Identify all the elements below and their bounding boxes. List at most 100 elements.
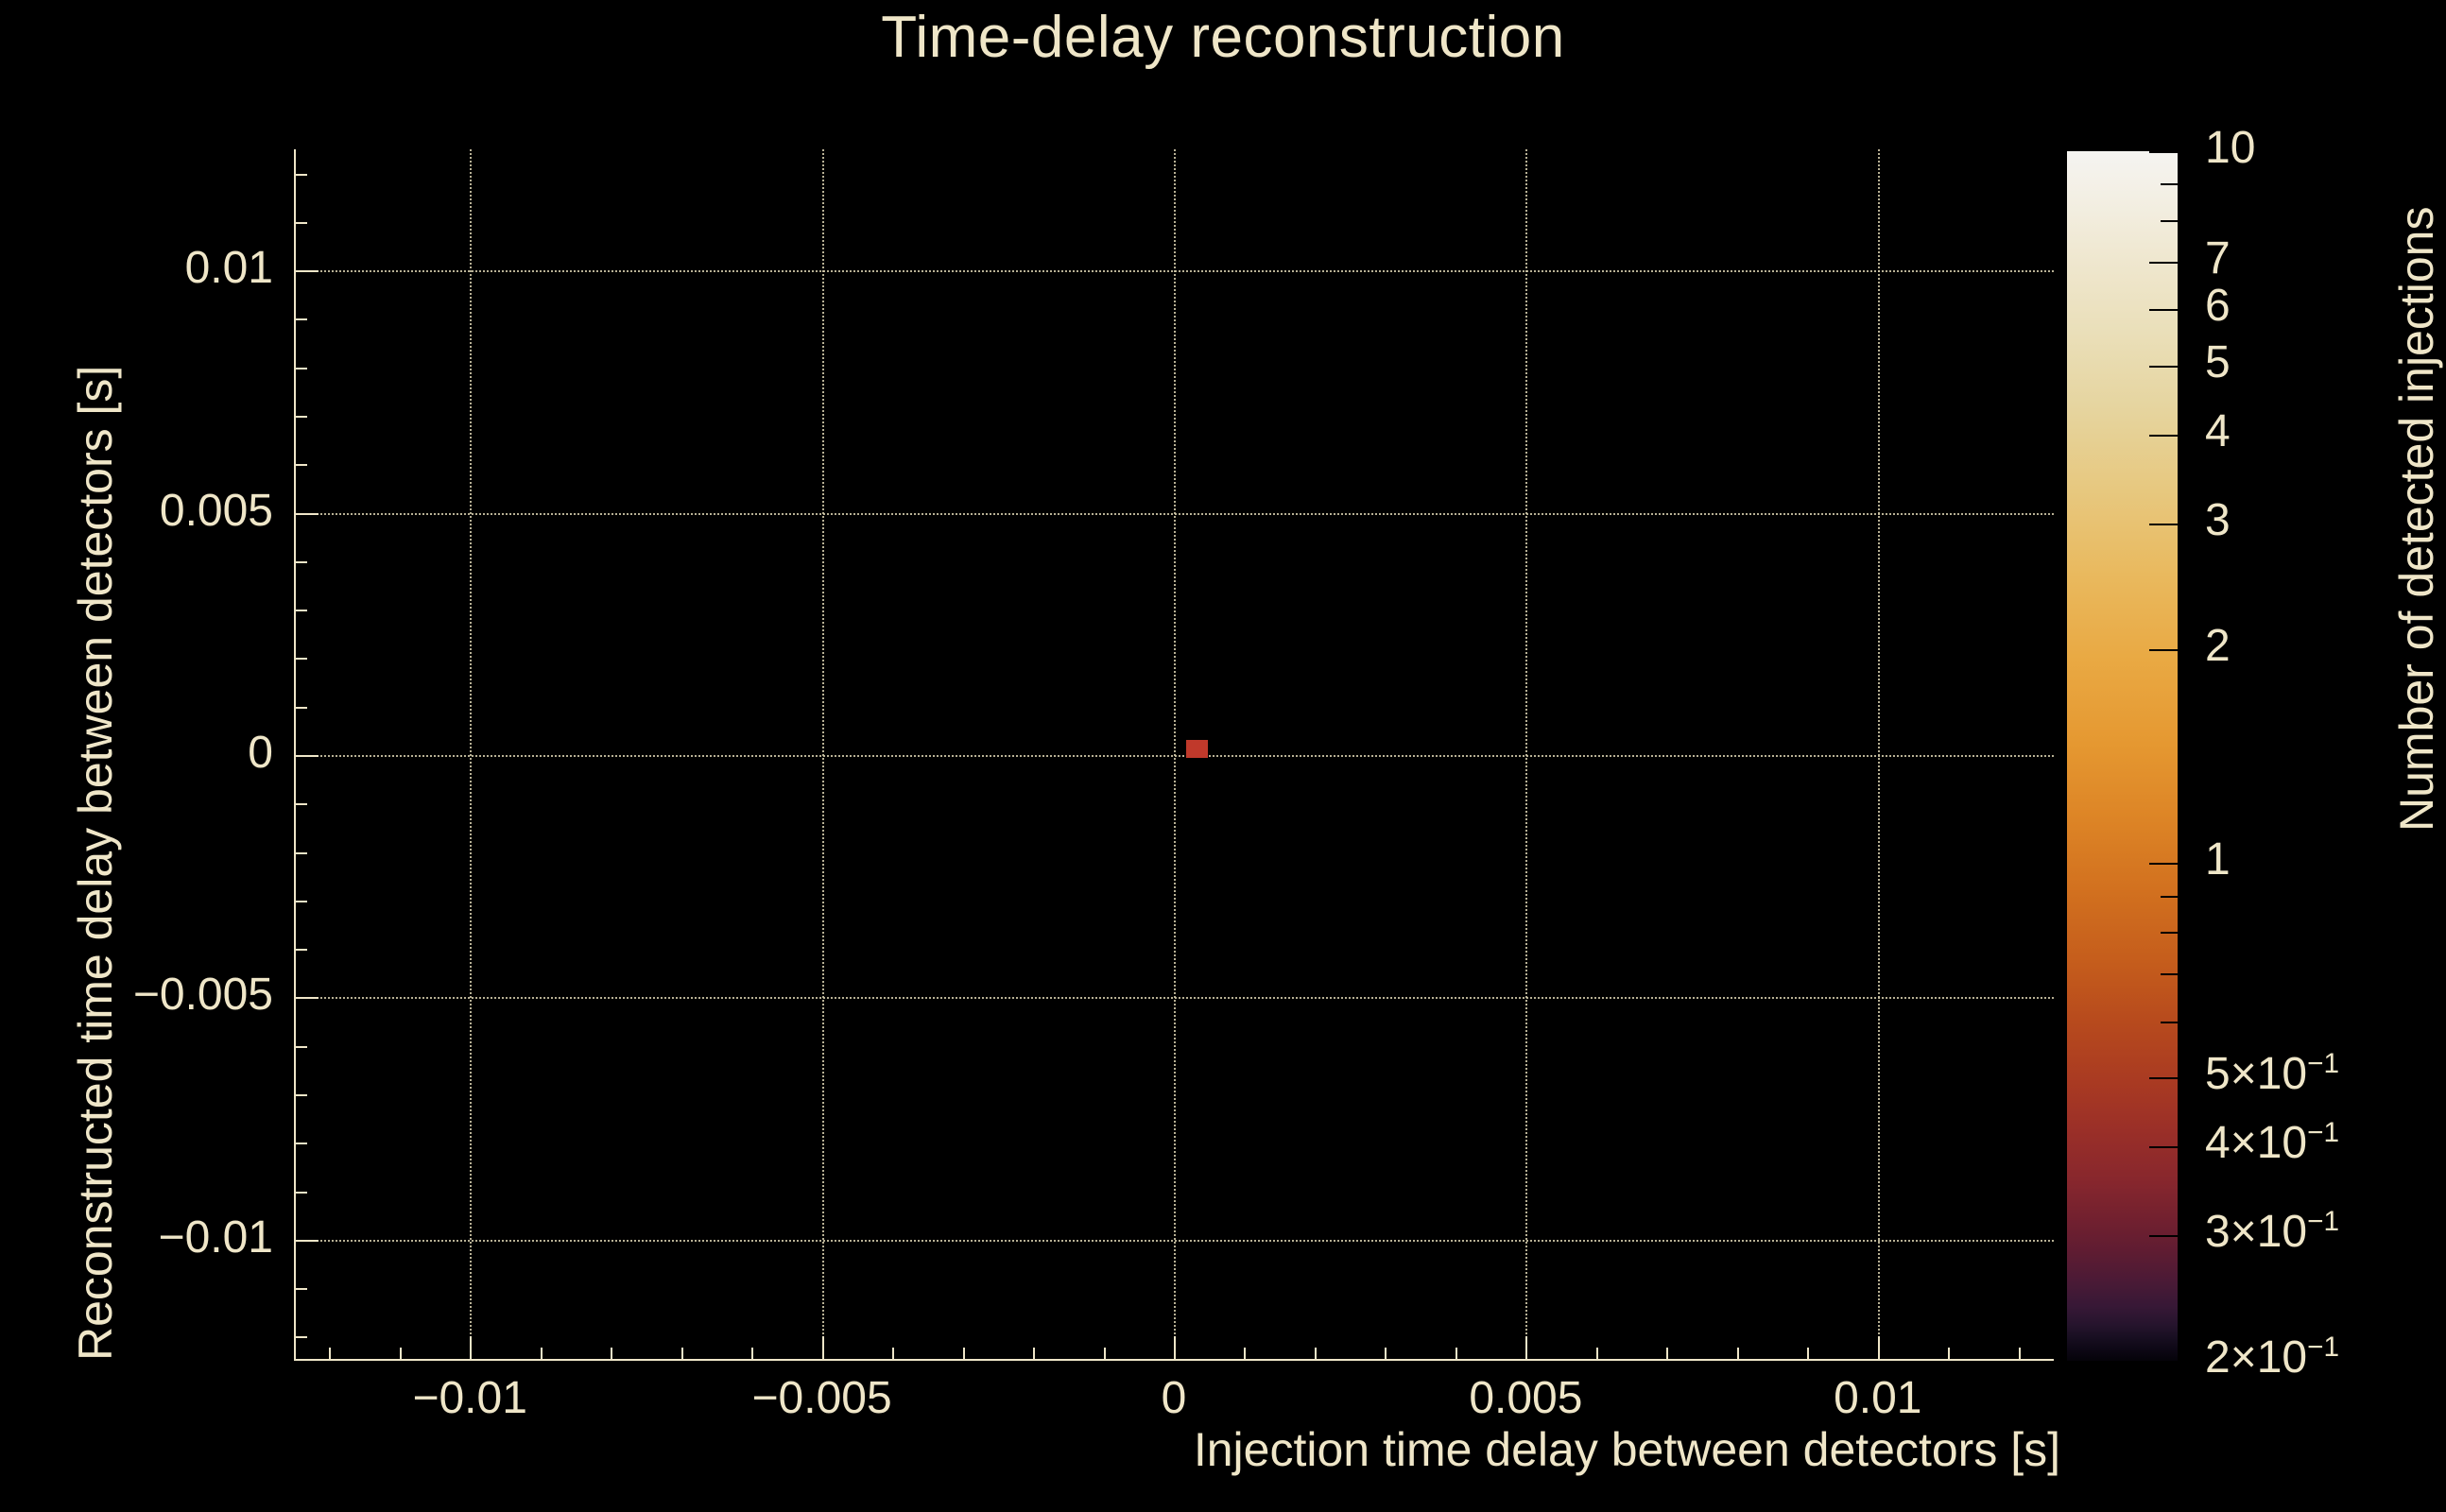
x-tick-label: 0.005 bbox=[1469, 1373, 1583, 1423]
colorbar-tick-label: 4×10−1 bbox=[2205, 1117, 2340, 1169]
colorbar-tick bbox=[2149, 309, 2178, 312]
colorbar-tick-minor bbox=[2161, 932, 2178, 935]
heatmap-cell bbox=[1186, 739, 1209, 758]
y-tick-major bbox=[294, 270, 319, 273]
y-tick-label: −0.01 bbox=[158, 1211, 273, 1263]
colorbar-title: Number of detected injections bbox=[2390, 206, 2443, 832]
x-tick-minor bbox=[399, 1348, 402, 1361]
y-tick-minor bbox=[294, 318, 307, 321]
y-tick-minor bbox=[294, 1143, 307, 1145]
x-tick-minor bbox=[751, 1348, 754, 1361]
colorbar-tick bbox=[2149, 863, 2178, 866]
y-tick-label: 0 bbox=[248, 728, 273, 778]
gridline-horizontal bbox=[294, 755, 2054, 757]
colorbar-tick bbox=[2149, 151, 2178, 153]
x-tick-major bbox=[1174, 1336, 1176, 1361]
y-axis-title: Reconstructed time delay between detecto… bbox=[69, 365, 122, 1361]
colorbar bbox=[2067, 151, 2178, 1363]
colorbar-tick-minor bbox=[2161, 1021, 2178, 1023]
x-tick-minor bbox=[962, 1348, 965, 1361]
colorbar-tick bbox=[2149, 365, 2178, 368]
colorbar-tick-minor bbox=[2161, 220, 2178, 222]
colorbar-tick-minor bbox=[2161, 183, 2178, 186]
x-tick-minor bbox=[1948, 1348, 1951, 1361]
y-tick-minor bbox=[294, 900, 307, 902]
y-tick-minor bbox=[294, 1045, 307, 1048]
gridline-horizontal bbox=[294, 270, 2054, 273]
y-tick-minor bbox=[294, 658, 307, 661]
colorbar-tick-minor bbox=[2161, 973, 2178, 976]
y-tick-minor bbox=[294, 803, 307, 806]
x-tick-label: −0.01 bbox=[412, 1373, 527, 1423]
y-tick-label: 0.005 bbox=[159, 485, 273, 536]
colorbar-tick-label: 2 bbox=[2205, 620, 2231, 671]
y-tick-minor bbox=[294, 367, 307, 369]
x-tick-label: 0.01 bbox=[1834, 1373, 1922, 1423]
y-tick-minor bbox=[294, 1093, 307, 1096]
colorbar-tick-label: 6 bbox=[2205, 281, 2231, 332]
x-tick-minor bbox=[1807, 1348, 1810, 1361]
x-tick-minor bbox=[1595, 1348, 1598, 1361]
x-tick-label: 0 bbox=[1161, 1373, 1187, 1423]
y-tick-label: −0.005 bbox=[132, 970, 273, 1021]
x-tick-minor bbox=[1103, 1348, 1106, 1361]
colorbar-tick-label: 3 bbox=[2205, 494, 2231, 545]
colorbar-tick bbox=[2149, 1361, 2178, 1363]
colorbar-tick-label: 10 bbox=[2205, 123, 2256, 173]
x-tick-minor bbox=[1033, 1348, 1036, 1361]
x-axis-title: Injection time delay between detectors [… bbox=[1193, 1423, 2060, 1476]
plot-area bbox=[294, 149, 2054, 1361]
x-tick-minor bbox=[892, 1348, 895, 1361]
y-tick-minor bbox=[294, 560, 307, 563]
x-tick-minor bbox=[1314, 1348, 1317, 1361]
y-tick-minor bbox=[294, 464, 307, 467]
x-tick-minor bbox=[1736, 1348, 1739, 1361]
y-tick-minor bbox=[294, 706, 307, 709]
x-tick-major bbox=[821, 1336, 824, 1361]
y-tick-major bbox=[294, 1239, 319, 1242]
colorbar-tick-minor bbox=[2161, 895, 2178, 898]
colorbar-tick bbox=[2149, 1235, 2178, 1238]
x-tick-minor bbox=[611, 1348, 613, 1361]
y-tick-minor bbox=[294, 1288, 307, 1291]
x-tick-major bbox=[470, 1336, 473, 1361]
x-tick-major bbox=[1877, 1336, 1880, 1361]
colorbar-tick-label: 1 bbox=[2205, 834, 2231, 885]
y-tick-major bbox=[294, 512, 319, 515]
colorbar-tick bbox=[2149, 434, 2178, 437]
colorbar-tick-label: 4 bbox=[2205, 405, 2231, 456]
colorbar-tick bbox=[2149, 1146, 2178, 1149]
y-tick-minor bbox=[294, 949, 307, 952]
x-tick-minor bbox=[680, 1348, 683, 1361]
y-tick-label: 0.01 bbox=[184, 243, 273, 294]
colorbar-tick-label: 5 bbox=[2205, 336, 2231, 387]
x-tick-minor bbox=[540, 1348, 543, 1361]
colorbar-tick-label: 5×10−1 bbox=[2205, 1048, 2340, 1100]
colorbar-tick bbox=[2149, 523, 2178, 525]
gridline-horizontal bbox=[294, 1239, 2054, 1242]
y-tick-major bbox=[294, 997, 319, 1000]
x-tick-minor bbox=[2018, 1348, 2021, 1361]
colorbar-tick-label: 3×10−1 bbox=[2205, 1206, 2340, 1258]
x-tick-minor bbox=[1455, 1348, 1457, 1361]
y-tick-minor bbox=[294, 416, 307, 419]
page-title: Time-delay reconstruction bbox=[881, 5, 1565, 70]
gridline-horizontal bbox=[294, 997, 2054, 1000]
y-tick-minor bbox=[294, 173, 307, 176]
colorbar-tick-label: 7 bbox=[2205, 232, 2231, 284]
y-tick-minor bbox=[294, 851, 307, 854]
x-tick-minor bbox=[1244, 1348, 1247, 1361]
y-tick-minor bbox=[294, 610, 307, 612]
x-tick-minor bbox=[1666, 1348, 1669, 1361]
colorbar-tick bbox=[2149, 261, 2178, 264]
colorbar-tick bbox=[2149, 1077, 2178, 1080]
gridline-horizontal bbox=[294, 512, 2054, 515]
x-tick-minor bbox=[1385, 1348, 1387, 1361]
x-tick-major bbox=[1525, 1336, 1528, 1361]
x-tick-minor bbox=[329, 1348, 332, 1361]
y-tick-minor bbox=[294, 1191, 307, 1194]
colorbar-tick-label: 2×10−1 bbox=[2205, 1332, 2340, 1383]
x-tick-label: −0.005 bbox=[751, 1373, 892, 1423]
colorbar-tick bbox=[2149, 648, 2178, 651]
